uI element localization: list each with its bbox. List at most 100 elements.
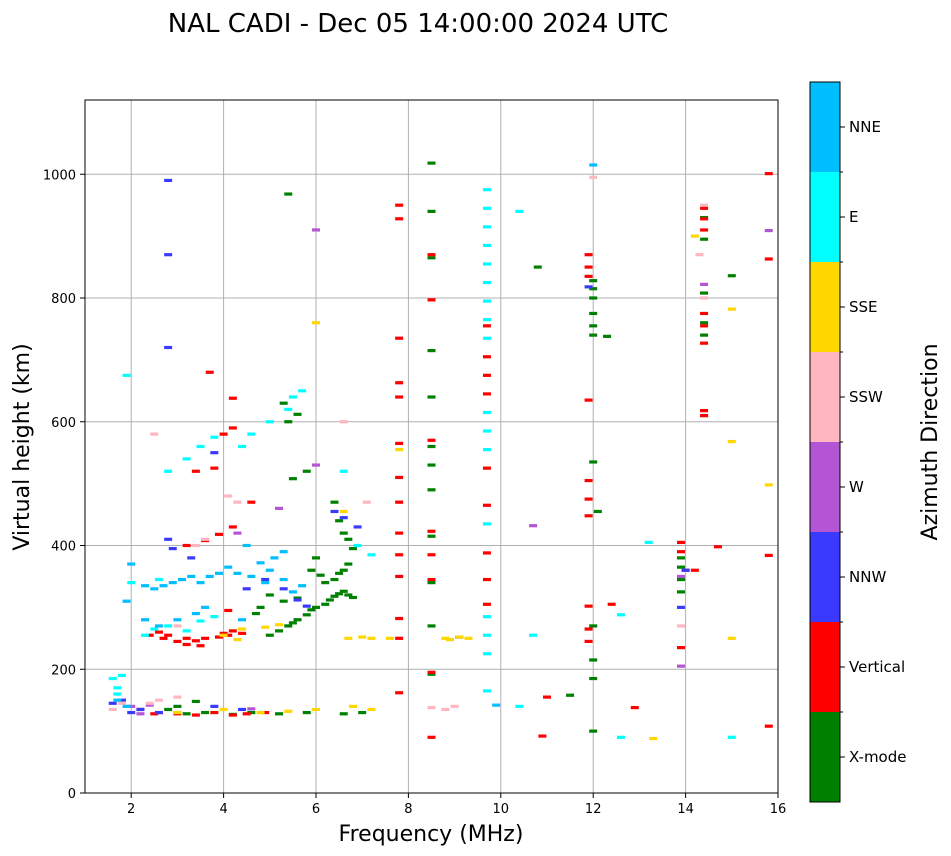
data-point [482,503,491,507]
data-point [210,615,219,619]
data-point [127,704,136,708]
data-point [482,652,491,656]
data-point [182,457,191,461]
data-point [589,163,598,167]
data-point [238,444,247,449]
colorbar-frame [809,81,841,803]
data-point [700,333,709,337]
data-point [141,618,150,622]
data-point [589,175,598,179]
data-point [700,217,709,221]
data-point [427,444,436,449]
data-point [764,553,773,557]
data-point [427,670,436,674]
data-point [238,631,247,635]
data-point [117,698,126,702]
data-point [122,599,131,603]
data-point [362,500,371,504]
data-point [589,676,598,681]
series-nne [113,163,598,708]
data-point [265,633,274,637]
data-point [191,639,200,643]
colorbar-tick-label: E [849,208,858,226]
data-point [113,692,122,696]
data-point [700,409,709,413]
data-point [265,568,274,572]
data-point [441,707,450,712]
data-point [224,565,233,569]
data-point [210,466,219,470]
colorbar-tick-label: NNW [849,568,886,586]
data-point [353,543,362,548]
data-point [182,642,191,647]
data-point [312,463,320,467]
data-point [284,407,293,411]
data-point [321,581,330,585]
data-point [233,500,242,504]
data-point [339,712,348,716]
data-point [348,595,357,600]
data-point [482,206,491,210]
data-point [141,633,150,637]
data-point [238,707,247,712]
data-point [676,590,685,594]
x-tick-label: 10 [493,802,510,817]
x-axis-label: Frequency (MHz) [339,822,524,847]
data-point [242,587,251,591]
y-axis: 0 200 400 600 800 1000 [43,168,85,802]
data-point [247,710,256,715]
data-point [330,500,339,504]
data-point [191,543,200,548]
data-point [339,469,348,473]
data-point [279,577,288,582]
data-point [395,636,404,640]
data-point [242,543,251,548]
data-point [584,398,593,402]
x-tick-label: 4 [219,802,227,817]
data-point [482,299,491,303]
y-tick-label: 0 [68,787,76,802]
data-point [154,710,163,715]
data-point [173,704,182,708]
data-point [589,296,598,300]
data-point [700,206,709,210]
data-point [275,629,284,633]
data-point [173,710,182,715]
colorbar-tick-label: NNE [849,118,881,136]
data-point [279,587,288,591]
data-point [187,574,196,579]
data-point [367,636,376,640]
data-point [339,420,348,424]
data-point [191,713,200,717]
data-point [150,712,159,716]
data-point [247,500,256,504]
data-point [607,602,616,606]
y-tick-label: 200 [51,663,76,678]
data-point [395,475,404,480]
data-point [122,373,131,377]
x-axis: 2 4 6 8 10 12 14 16 [127,793,786,817]
data-point [288,395,297,399]
data-point [445,637,454,642]
data-point [764,483,773,487]
data-point [395,203,404,207]
data-point [427,529,436,533]
data-point [228,396,237,400]
data-point [330,594,339,598]
data-point [219,432,228,436]
data-point [182,629,191,633]
data-point [630,706,639,710]
data-point [284,192,293,196]
x-tick-label: 14 [677,802,694,817]
data-point [538,734,547,738]
data-point [450,704,459,708]
series-ssw [108,175,709,712]
data-point [261,710,270,715]
data-point [681,568,690,572]
data-point [395,616,404,621]
data-point [427,624,436,628]
data-point [339,589,348,593]
data-point [154,577,163,582]
data-point [482,602,491,606]
x-tick-label: 16 [770,802,787,817]
